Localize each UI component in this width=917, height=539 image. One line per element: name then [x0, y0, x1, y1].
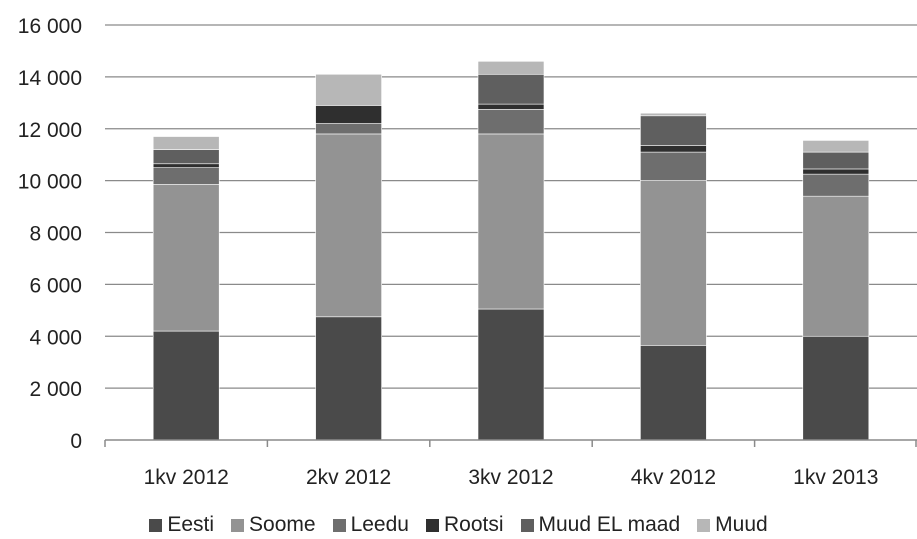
bar-segment	[477, 133, 545, 310]
legend-item: Leedu	[332, 513, 409, 537]
legend-item: Muud EL maad	[520, 513, 681, 537]
bar-segment	[152, 330, 220, 441]
y-tick-label: 4 000	[29, 326, 82, 349]
bar-segment	[802, 195, 870, 337]
legend-swatch	[697, 518, 711, 532]
legend-label: Muud EL maad	[538, 513, 681, 536]
y-tick-label: 14 000	[18, 67, 82, 90]
y-tick-label: 8 000	[29, 223, 82, 246]
bar-segment	[477, 308, 545, 441]
bar-segment	[477, 108, 545, 135]
axis-layer: 0 2 000 4 000 6 000 8 000 10 000 12 000 14 000 1…	[18, 15, 917, 489]
legend-label: Muud	[715, 513, 768, 536]
x-tick-label: 2kv 2012	[306, 466, 391, 489]
y-tick-label: 6 000	[29, 274, 82, 297]
y-tick-label: 12 000	[18, 119, 82, 142]
legend-item: Soome	[231, 513, 316, 537]
x-tick-label: 1kv 2013	[793, 466, 878, 489]
bar-segment	[152, 163, 220, 168]
bar-segment	[315, 105, 382, 124]
x-tick-label: 3kv 2012	[468, 466, 553, 489]
legend-item: Eesti	[149, 513, 214, 537]
legend-swatch	[332, 518, 346, 532]
y-tick-label: 2 000	[29, 378, 82, 401]
legend-label: Eesti	[167, 513, 215, 536]
bar-segment	[477, 61, 545, 75]
bar-segment	[315, 73, 382, 106]
bar-segment	[802, 168, 870, 175]
bar-segment	[640, 345, 707, 441]
bar-segment	[802, 151, 870, 170]
legend-item: Muud	[697, 513, 768, 537]
bar-segment	[640, 151, 707, 181]
bar-segment	[152, 149, 220, 165]
legend-item: Rootsi	[425, 513, 504, 537]
bar-segment	[640, 145, 707, 153]
bar-segment	[640, 112, 707, 117]
x-tick-label: 1kv 2012	[144, 466, 229, 489]
legend-swatch	[149, 518, 163, 532]
chart-legend: Eesti Soome Leedu Rootsi Muud EL maad Muud	[0, 513, 917, 537]
legend-label: Rootsi	[443, 513, 504, 536]
legend-swatch	[231, 518, 245, 532]
bar-segment	[477, 73, 545, 105]
bar-segment	[315, 133, 382, 318]
bar-segment	[152, 136, 220, 150]
bar-segment	[802, 140, 870, 153]
y-tick-label: 16 000	[18, 15, 82, 38]
bar-segment	[802, 173, 870, 197]
bars-layer	[152, 61, 870, 441]
y-tick-label: 10 000	[18, 171, 82, 194]
legend-label: Leedu	[350, 513, 409, 536]
bar-segment	[802, 335, 870, 441]
x-tick-label: 4kv 2012	[631, 466, 716, 489]
bar-segment	[152, 184, 220, 332]
legend-swatch	[425, 518, 439, 532]
legend-swatch	[520, 518, 534, 532]
bar-segment	[315, 316, 382, 441]
bar-segment	[152, 167, 220, 185]
bar-segment	[315, 123, 382, 135]
bar-segment	[640, 180, 707, 346]
bar-segment	[640, 115, 707, 146]
legend-label: Soome	[249, 513, 316, 536]
y-tick-label: 0	[70, 430, 82, 453]
bar-segment	[477, 103, 545, 110]
